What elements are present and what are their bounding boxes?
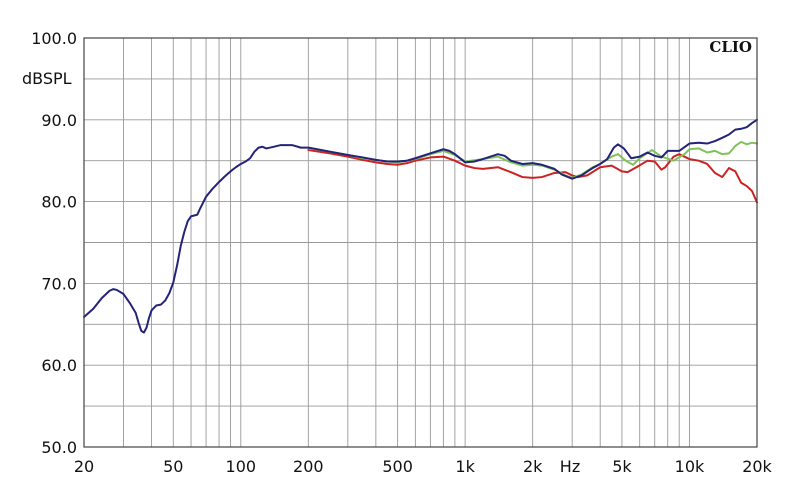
x-tick-label: 2k: [523, 457, 543, 476]
y-tick-label: 80.0: [41, 193, 77, 212]
x-axis-unit-label: Hz: [560, 457, 580, 476]
x-tick-label: 200: [293, 457, 324, 476]
y-tick-label: 70.0: [41, 274, 77, 293]
x-tick-label: 500: [382, 457, 413, 476]
y-tick-labels: 100.0 90.0 80.0 70.0 60.0 50.0: [31, 29, 77, 457]
x-tick-labels: 20 50 100 200 500 1k 2k 5k 10k 20k: [74, 457, 773, 476]
y-axis-label: dBSPL: [22, 69, 72, 88]
y-tick-label: 90.0: [41, 111, 77, 130]
x-tick-label: 1k: [455, 457, 475, 476]
x-tick-label: 100: [226, 457, 257, 476]
response-curve-3: [83, 118, 758, 334]
x-tick-label: 10k: [675, 457, 705, 476]
chart-grid: [83, 37, 758, 448]
y-tick-label: 50.0: [41, 438, 77, 457]
x-tick-label: 20k: [742, 457, 772, 476]
clio-brand-label: CLIO: [709, 38, 752, 56]
plot-frame: [83, 37, 758, 448]
x-tick-label: 5k: [612, 457, 632, 476]
x-tick-label: 50: [163, 457, 183, 476]
x-tick-label: 20: [74, 457, 94, 476]
chart-curves: [83, 118, 758, 334]
y-tick-label: 100.0: [31, 29, 77, 48]
y-tick-label: 60.0: [41, 356, 77, 375]
